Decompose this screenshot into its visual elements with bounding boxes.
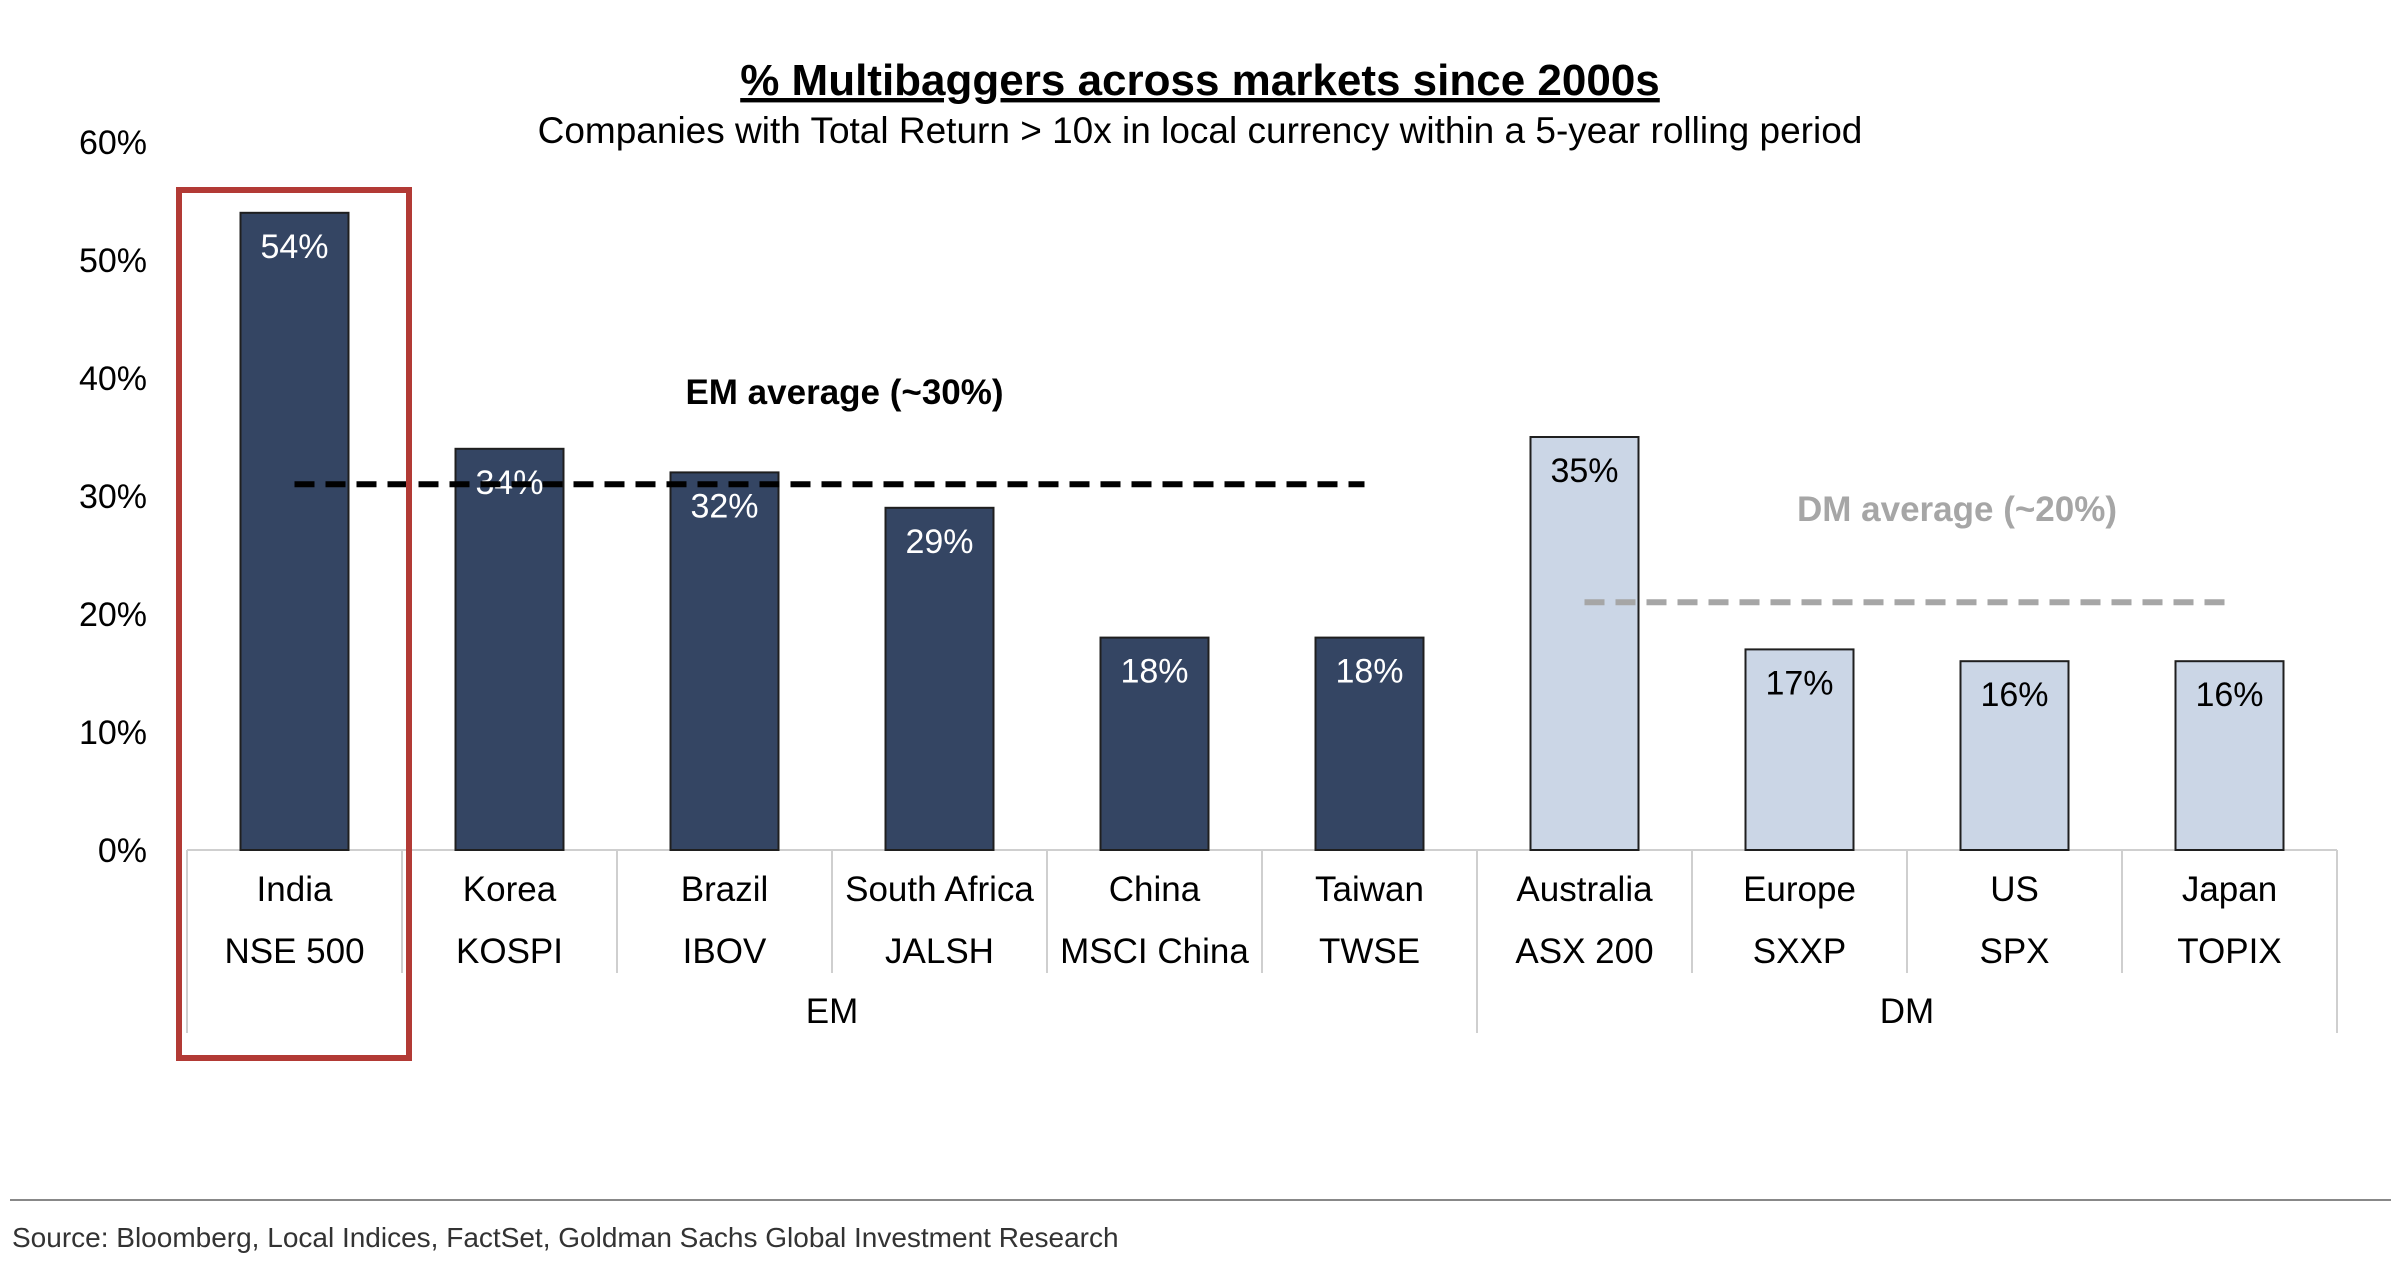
bar-value-label: 54%: [260, 228, 328, 266]
bar: [2174, 660, 2285, 852]
bar-value-label: 17%: [1765, 664, 1833, 702]
chart-subtitle: Companies with Total Return > 10x in loc…: [538, 110, 1863, 151]
category-index-label: IBOV: [683, 932, 767, 971]
average-label: DM average (~20%): [1797, 490, 2117, 529]
category-index-label: SXXP: [1753, 932, 1846, 971]
average-lines: EM average (~30%) DM average (~20%): [294, 373, 2230, 606]
bar: [1529, 436, 1640, 851]
category-index-label: MSCI China: [1060, 932, 1249, 971]
highlight-box: [176, 187, 412, 1061]
highlight-box-group: [176, 187, 412, 1061]
bar-value-label: 35%: [1550, 452, 1618, 490]
y-axis: 0% 10% 20% 30% 40% 50% 60%: [79, 124, 147, 870]
bar-value-label: 18%: [1120, 653, 1188, 691]
category-index-label: KOSPI: [456, 932, 563, 971]
y-tick-label: 60%: [79, 124, 147, 162]
y-tick-label: 30%: [79, 478, 147, 516]
bar-value-label: 18%: [1335, 653, 1403, 691]
y-tick-label: 50%: [79, 242, 147, 280]
bar-value-label: 32%: [690, 487, 758, 525]
bar: [454, 447, 565, 851]
category-label: Taiwan: [1315, 870, 1424, 909]
bar-value-label: 16%: [2195, 676, 2263, 714]
bar: [1099, 636, 1210, 851]
category-axis: India NSE 500 Korea KOSPI Brazil IBOV South Af…: [186, 849, 2338, 1033]
y-tick-label: 10%: [79, 714, 147, 752]
average-label: EM average (~30%): [685, 373, 1003, 412]
category-label: South Africa: [845, 870, 1034, 909]
category-index-label: NSE 500: [224, 932, 364, 971]
bar: [669, 471, 780, 851]
bar: [1744, 648, 1855, 852]
category-index-label: TWSE: [1319, 932, 1420, 971]
category-index-label: SPX: [1979, 932, 2049, 971]
bar-value-label: 29%: [905, 523, 973, 561]
bar: [884, 506, 995, 851]
category-label: Korea: [463, 870, 557, 909]
category-index-label: TOPIX: [2177, 932, 2281, 971]
category-label: China: [1109, 870, 1201, 909]
bars: 54%34%32%29%18% 18%35%17% 16% 16%: [239, 211, 2285, 852]
y-tick-label: 0%: [98, 832, 147, 870]
bar: [1314, 636, 1425, 851]
category-index-label: JALSH: [885, 932, 994, 971]
category-label: Brazil: [681, 870, 769, 909]
y-tick-label: 20%: [79, 596, 147, 634]
category-label: India: [257, 870, 333, 909]
group-label: EM: [806, 992, 859, 1031]
bar: [1959, 660, 2070, 852]
category-label: Australia: [1516, 870, 1653, 909]
y-tick-label: 40%: [79, 360, 147, 398]
bar-value-label: 16%: [1980, 676, 2048, 714]
category-label: Japan: [2182, 870, 2277, 909]
category-label: US: [1990, 870, 2039, 909]
category-index-label: ASX 200: [1515, 932, 1653, 971]
bar: [239, 211, 350, 852]
chart-title: % Multibaggers across markets since 2000…: [740, 56, 1660, 105]
source-note: Source: Bloomberg, Local Indices, FactSe…: [12, 1222, 1119, 1253]
group-label: DM: [1880, 992, 1934, 1031]
category-label: Europe: [1743, 870, 1856, 909]
